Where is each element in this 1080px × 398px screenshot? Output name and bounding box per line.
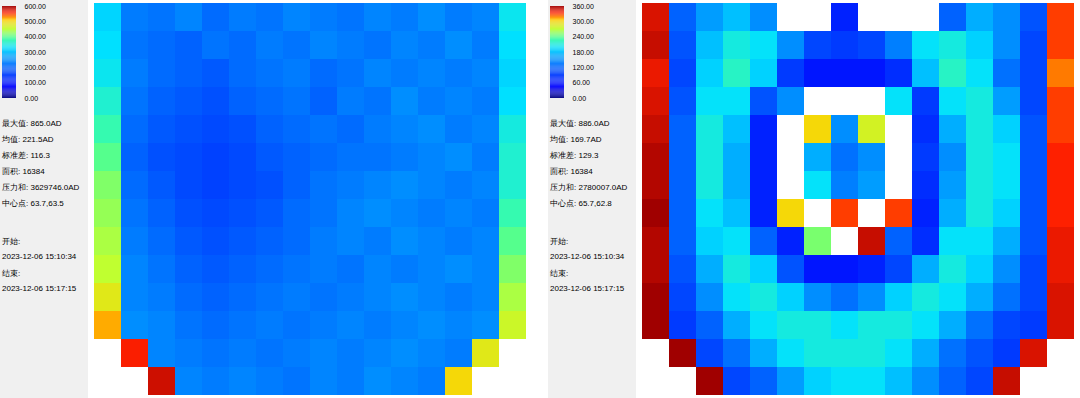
svg-text:240.00: 240.00 — [573, 33, 595, 40]
html-text:中心点: 63.7,63.5: 中心点: 63.7,63.5 — [2, 199, 64, 208]
html-text:标准差: 116.3: 标准差: 116.3 — [2, 151, 50, 160]
svg-text:0.00: 0.00 — [573, 95, 587, 102]
html-text:面积: 16384: 面积: 16384 — [550, 167, 593, 176]
svg-text:400.00: 400.00 — [25, 33, 47, 40]
svg-text:360.00: 360.00 — [573, 3, 595, 10]
html-text:2023-12-06 15:10:34: 2023-12-06 15:10:34 — [2, 252, 77, 261]
html-text:最大值: 886.0AD: 最大值: 886.0AD — [550, 119, 610, 128]
html-text:中心点: 65.7,62.8: 中心点: 65.7,62.8 — [550, 199, 612, 208]
html-text:开始:: 开始: — [550, 237, 569, 246]
html-text:面积: 16384: 面积: 16384 — [2, 167, 45, 176]
html-text:均值: 221.5AD: 均值: 221.5AD — [2, 135, 54, 144]
svg-text:100.00: 100.00 — [25, 79, 47, 86]
html-text:结束:: 结束: — [2, 269, 21, 278]
html-text:压力和: 2780007.0AD: 压力和: 2780007.0AD — [550, 183, 628, 192]
svg-text:0.00: 0.00 — [25, 95, 39, 102]
html-text:均值: 169.7AD: 均值: 169.7AD — [550, 135, 602, 144]
html-text:标准差: 129.3: 标准差: 129.3 — [550, 151, 599, 160]
html-text:最大值: 865.0AD: 最大值: 865.0AD — [2, 119, 62, 128]
svg-text:600.00: 600.00 — [25, 3, 47, 10]
svg-text:500.00: 500.00 — [25, 18, 47, 25]
html-text:压力和: 3629746.0AD: 压力和: 3629746.0AD — [2, 183, 80, 192]
html-text:2023-12-06 15:10:34: 2023-12-06 15:10:34 — [550, 252, 625, 261]
svg-text:300.00: 300.00 — [573, 18, 595, 25]
html-text:开始:: 开始: — [2, 237, 21, 246]
svg-text:60.00: 60.00 — [573, 79, 591, 86]
html-text:2023-12-06 15:17:15: 2023-12-06 15:17:15 — [2, 284, 77, 293]
svg-text:120.00: 120.00 — [573, 64, 595, 71]
svg-text:200.00: 200.00 — [25, 64, 47, 71]
html-text:结束:: 结束: — [550, 269, 569, 278]
svg-text:180.00: 180.00 — [573, 49, 595, 56]
svg-text:300.00: 300.00 — [25, 49, 47, 56]
html-text:2023-12-06 15:17:15: 2023-12-06 15:17:15 — [550, 284, 625, 293]
